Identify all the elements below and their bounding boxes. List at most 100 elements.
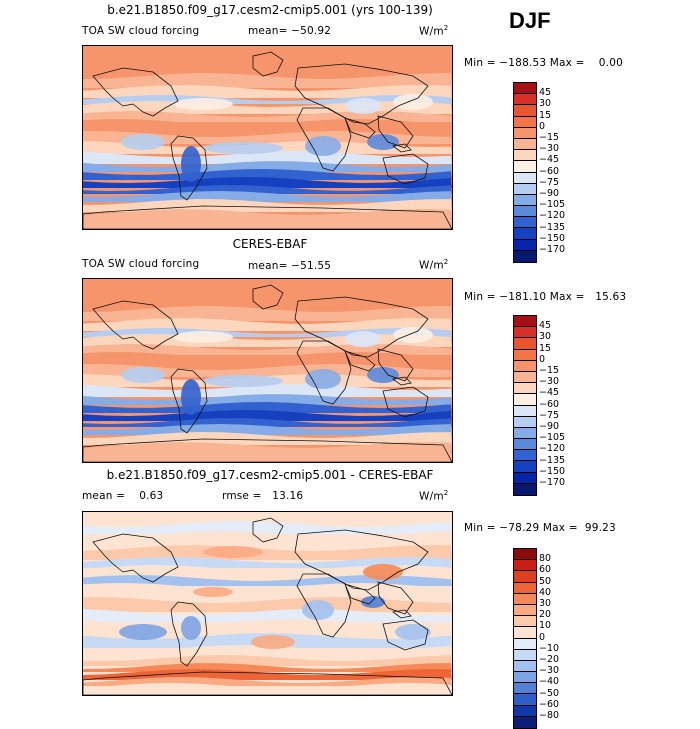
colorbar-tick-label: −150	[539, 465, 566, 477]
colorbar-tick-label: 15	[539, 109, 552, 121]
colorbar-tick-label: 30	[539, 331, 552, 343]
colorbar-swatch	[514, 649, 536, 661]
panel1-mean: mean= −50.92	[248, 25, 332, 37]
colorbar-swatch	[514, 560, 536, 572]
panel1-units: W/m2	[419, 24, 448, 38]
panel3-colorbar	[513, 548, 537, 729]
panel3-map-svg	[83, 512, 452, 695]
colorbar-swatch	[514, 371, 536, 384]
colorbar-swatch	[514, 549, 536, 561]
colorbar-tick-label: −60	[539, 398, 560, 410]
colorbar-tick-label: 0	[539, 353, 546, 365]
colorbar-swatch	[514, 83, 536, 95]
colorbar-swatch	[514, 705, 536, 717]
panel1-title: b.e21.B1850.f09_g17.cesm2-cmip5.001 (yrs…	[107, 3, 433, 17]
colorbar-tick-label: 60	[539, 564, 552, 576]
colorbar-swatch	[514, 239, 536, 251]
colorbar-tick-label: 45	[539, 87, 552, 99]
colorbar-tick-label: −45	[539, 154, 560, 166]
colorbar-swatch	[514, 439, 536, 451]
colorbar-tick-label: −75	[539, 176, 560, 188]
colorbar-tick-label: −90	[539, 188, 560, 199]
colorbar-swatch	[514, 349, 536, 361]
colorbar-swatch	[514, 206, 536, 218]
colorbar-swatch	[514, 150, 536, 162]
colorbar-tick-label: 45	[539, 320, 552, 332]
colorbar-tick-label: −120	[539, 443, 566, 455]
colorbar-swatch	[514, 116, 536, 128]
colorbar-tick-label: 40	[539, 586, 552, 598]
colorbar-tick-label: 20	[539, 609, 552, 621]
colorbar-tick-label: 15	[539, 342, 552, 354]
colorbar-swatch	[514, 472, 536, 484]
colorbar-tick-label: −80	[539, 710, 560, 721]
colorbar-tick-label: −90	[539, 421, 560, 432]
panel1-units-base: W/m	[419, 25, 444, 38]
panel3-rmse: rmse = 13.16	[222, 490, 304, 502]
colorbar-swatch	[514, 593, 536, 605]
colorbar-tick-label: 30	[539, 598, 552, 609]
colorbar-tick-label: −170	[539, 477, 566, 488]
panel2-units: W/m2	[419, 258, 448, 272]
colorbar-tick-label: −15	[539, 132, 560, 143]
season-label: DJF	[509, 8, 551, 33]
colorbar-swatch	[514, 172, 536, 184]
panel2-mean: mean= −51.55	[248, 260, 332, 272]
colorbar-tick-label: −150	[539, 232, 566, 244]
colorbar-tick-label: −15	[539, 365, 560, 376]
panel3-units-exp: 2	[443, 489, 449, 497]
colorbar-tick-label: 80	[539, 553, 552, 565]
colorbar-tick-label: 10	[539, 620, 552, 632]
colorbar-swatch	[514, 694, 536, 706]
colorbar-tick-label: −120	[539, 210, 566, 222]
colorbar-tick-label: −50	[539, 687, 560, 699]
colorbar-tick-label: −10	[539, 642, 560, 654]
colorbar-swatch	[514, 627, 536, 639]
colorbar-swatch	[514, 405, 536, 417]
panel2-title: CERES-EBAF	[232, 237, 308, 251]
panel1-minmax: Min = −188.53 Max = 0.00	[464, 57, 623, 69]
colorbar-swatch	[514, 360, 536, 372]
colorbar-swatch	[514, 683, 536, 695]
colorbar-swatch	[514, 450, 536, 462]
colorbar-swatch	[514, 394, 536, 406]
colorbar-tick-label: −75	[539, 409, 560, 421]
colorbar-tick-label: 0	[539, 120, 546, 132]
colorbar-tick-label: −60	[539, 165, 560, 177]
colorbar-swatch	[514, 228, 536, 240]
panel1-units-exp: 2	[443, 24, 449, 32]
panel2-units-exp: 2	[443, 258, 449, 266]
panel1-map-svg	[83, 46, 452, 229]
panel2-map-svg	[83, 279, 452, 462]
panel2-colorbar	[513, 315, 537, 497]
colorbar-swatch	[514, 660, 536, 673]
colorbar-swatch	[514, 105, 536, 117]
colorbar-tick-label: −135	[539, 454, 566, 466]
panel2-units-base: W/m	[419, 259, 444, 272]
colorbar-tick-label: 30	[539, 98, 552, 110]
colorbar-swatch	[514, 483, 536, 495]
colorbar-tick-label: −170	[539, 244, 566, 255]
colorbar-swatch	[514, 94, 536, 106]
panel2-field-label: TOA SW cloud forcing	[82, 258, 200, 270]
colorbar-tick-label: −30	[539, 143, 560, 155]
colorbar-swatch	[514, 383, 536, 395]
colorbar-swatch	[514, 327, 536, 339]
colorbar-swatch	[514, 194, 536, 207]
colorbar-swatch	[514, 183, 536, 195]
colorbar-tick-label: −105	[539, 199, 566, 211]
colorbar-tick-label: −105	[539, 432, 566, 444]
colorbar-swatch	[514, 571, 536, 583]
colorbar-swatch	[514, 616, 536, 628]
panel1-field-label: TOA SW cloud forcing	[82, 25, 200, 37]
colorbar-swatch	[514, 138, 536, 151]
colorbar-swatch	[514, 427, 536, 440]
panel1-map	[82, 45, 453, 230]
colorbar-swatch	[514, 250, 536, 262]
panel3-map	[82, 511, 453, 696]
colorbar-swatch	[514, 461, 536, 473]
colorbar-tick-label: 50	[539, 575, 552, 587]
colorbar-swatch	[514, 716, 536, 728]
panel3-units-base: W/m	[419, 490, 444, 503]
colorbar-swatch	[514, 127, 536, 139]
